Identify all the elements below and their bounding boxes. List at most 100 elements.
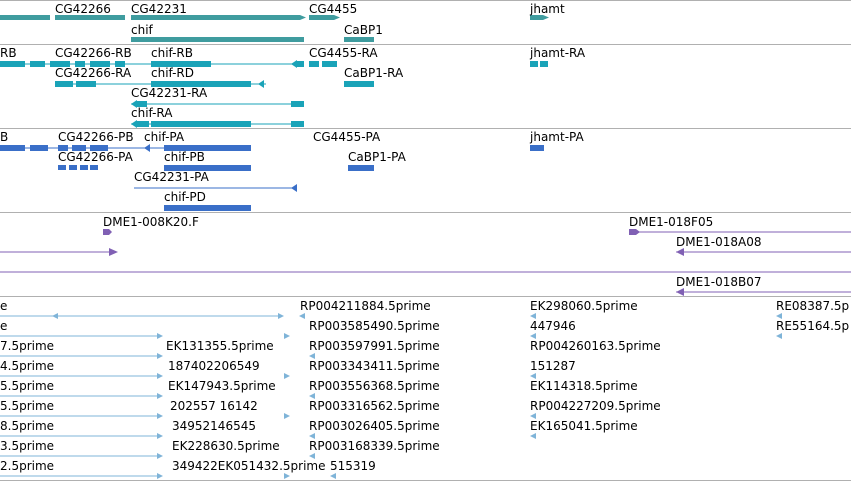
- est-label: EK165041.5prime: [530, 419, 638, 433]
- cds-feature[interactable]: [144, 144, 150, 152]
- est-feature[interactable]: [157, 413, 163, 419]
- est-feature[interactable]: [157, 353, 163, 359]
- transcript-feature[interactable]: [297, 61, 304, 67]
- transcript-feature[interactable]: [344, 81, 374, 87]
- cds-feature[interactable]: [90, 145, 108, 151]
- transcript-feature[interactable]: [30, 61, 45, 67]
- transcript-feature[interactable]: [137, 101, 147, 107]
- transcript-feature[interactable]: [291, 60, 297, 68]
- transcript-feature[interactable]: [151, 121, 251, 127]
- est-feature[interactable]: [278, 313, 284, 319]
- est-label: RP003168339.5prime: [309, 439, 440, 453]
- transcript-feature[interactable]: [131, 100, 137, 108]
- transcript-feature[interactable]: [322, 61, 337, 67]
- gene-feature[interactable]: [0, 15, 50, 20]
- transcript-feature[interactable]: [258, 80, 264, 88]
- transcript-feature[interactable]: [90, 61, 110, 67]
- gene-feature[interactable]: [131, 37, 304, 42]
- est-label: 151287: [530, 359, 576, 373]
- est-feature[interactable]: [157, 433, 163, 439]
- est-feature[interactable]: [530, 433, 536, 439]
- gene-feature[interactable]: [309, 15, 340, 20]
- transcript-feature[interactable]: [151, 61, 211, 67]
- cds-feature[interactable]: [0, 145, 25, 151]
- est-feature[interactable]: [530, 333, 536, 339]
- est-label: 5.5prime: [0, 399, 54, 413]
- est-label: RP003026405.5prime: [309, 419, 440, 433]
- est-label: 7.5prime: [0, 339, 54, 353]
- est-feature[interactable]: [157, 333, 163, 339]
- est-feature[interactable]: [299, 313, 305, 319]
- est-feature[interactable]: [157, 393, 163, 399]
- est-label: EK228630.5prime: [172, 439, 280, 453]
- transcript-feature[interactable]: [115, 61, 125, 67]
- cds-feature[interactable]: [164, 205, 251, 211]
- transcript-label: CG42266-RA: [55, 66, 132, 80]
- est-feature[interactable]: [530, 373, 536, 379]
- clone-feature[interactable]: [109, 248, 118, 256]
- cds-label: CG42266-PB: [58, 130, 134, 144]
- gene-feature[interactable]: [344, 37, 374, 42]
- transcript-feature[interactable]: [75, 61, 85, 67]
- cds-feature[interactable]: [30, 145, 48, 151]
- est-label: 4.5prime: [0, 359, 54, 373]
- transcript-feature[interactable]: [291, 121, 304, 127]
- transcript-feature[interactable]: [76, 81, 96, 87]
- cds-feature[interactable]: [164, 165, 251, 171]
- cds-feature[interactable]: [348, 165, 374, 171]
- gene-feature[interactable]: [530, 15, 549, 20]
- est-feature[interactable]: [309, 393, 315, 399]
- est-label: RP004260163.5prime: [530, 339, 661, 353]
- est-feature[interactable]: [776, 313, 782, 319]
- transcript-feature[interactable]: [530, 61, 538, 67]
- transcript-feature[interactable]: [137, 121, 149, 127]
- est-feature[interactable]: [284, 373, 290, 379]
- cds-feature[interactable]: [58, 145, 68, 151]
- est-feature[interactable]: [157, 473, 163, 479]
- cds-feature[interactable]: [291, 184, 297, 192]
- transcript-feature[interactable]: [309, 61, 319, 67]
- cds-feature[interactable]: [72, 145, 86, 151]
- transcript-feature[interactable]: [540, 61, 548, 67]
- transcript-feature[interactable]: [55, 81, 73, 87]
- transcript-feature[interactable]: [50, 61, 70, 67]
- cds-feature[interactable]: [530, 145, 544, 151]
- gene-feature[interactable]: [131, 15, 306, 20]
- cds-feature[interactable]: [80, 165, 88, 170]
- est-feature[interactable]: [157, 453, 163, 459]
- est-feature[interactable]: [776, 333, 782, 339]
- est-label: EK114318.5prime: [530, 379, 638, 393]
- transcript-feature[interactable]: [291, 101, 304, 107]
- est-feature[interactable]: [530, 313, 536, 319]
- est-feature[interactable]: [530, 413, 536, 419]
- est-feature[interactable]: [330, 473, 336, 479]
- est-label: 8.5prime: [0, 419, 54, 433]
- transcript-feature[interactable]: [151, 81, 251, 87]
- transcript-label: CaBP1-RA: [344, 66, 404, 80]
- est-label: RP003316562.5prime: [309, 399, 440, 413]
- cds-feature[interactable]: [164, 145, 251, 151]
- clone-label: DME1-008K20.F: [103, 215, 199, 229]
- est-feature[interactable]: [52, 313, 58, 319]
- clone-feature[interactable]: [103, 229, 112, 235]
- est-label: 202557 16142: [170, 399, 258, 413]
- cds-feature[interactable]: [69, 165, 77, 170]
- cds-label: CG42266-PA: [58, 150, 134, 164]
- est-feature[interactable]: [157, 373, 163, 379]
- cds-feature[interactable]: [90, 165, 98, 170]
- gene-feature[interactable]: [55, 15, 125, 20]
- est-feature[interactable]: [309, 453, 315, 459]
- cds-label: chif-PD: [164, 190, 206, 204]
- est-label: RP004227209.5prime: [530, 399, 661, 413]
- transcript-label: RB: [0, 46, 17, 60]
- transcript-feature[interactable]: [0, 61, 25, 67]
- est-feature[interactable]: [284, 333, 290, 339]
- gene-label: CG42266: [55, 2, 111, 16]
- cds-label: jhamt-PA: [529, 130, 584, 144]
- est-feature[interactable]: [284, 473, 290, 479]
- est-feature[interactable]: [309, 433, 315, 439]
- est-feature[interactable]: [284, 413, 290, 419]
- cds-feature[interactable]: [58, 165, 66, 170]
- transcript-feature[interactable]: [131, 120, 137, 128]
- est-feature[interactable]: [309, 353, 315, 359]
